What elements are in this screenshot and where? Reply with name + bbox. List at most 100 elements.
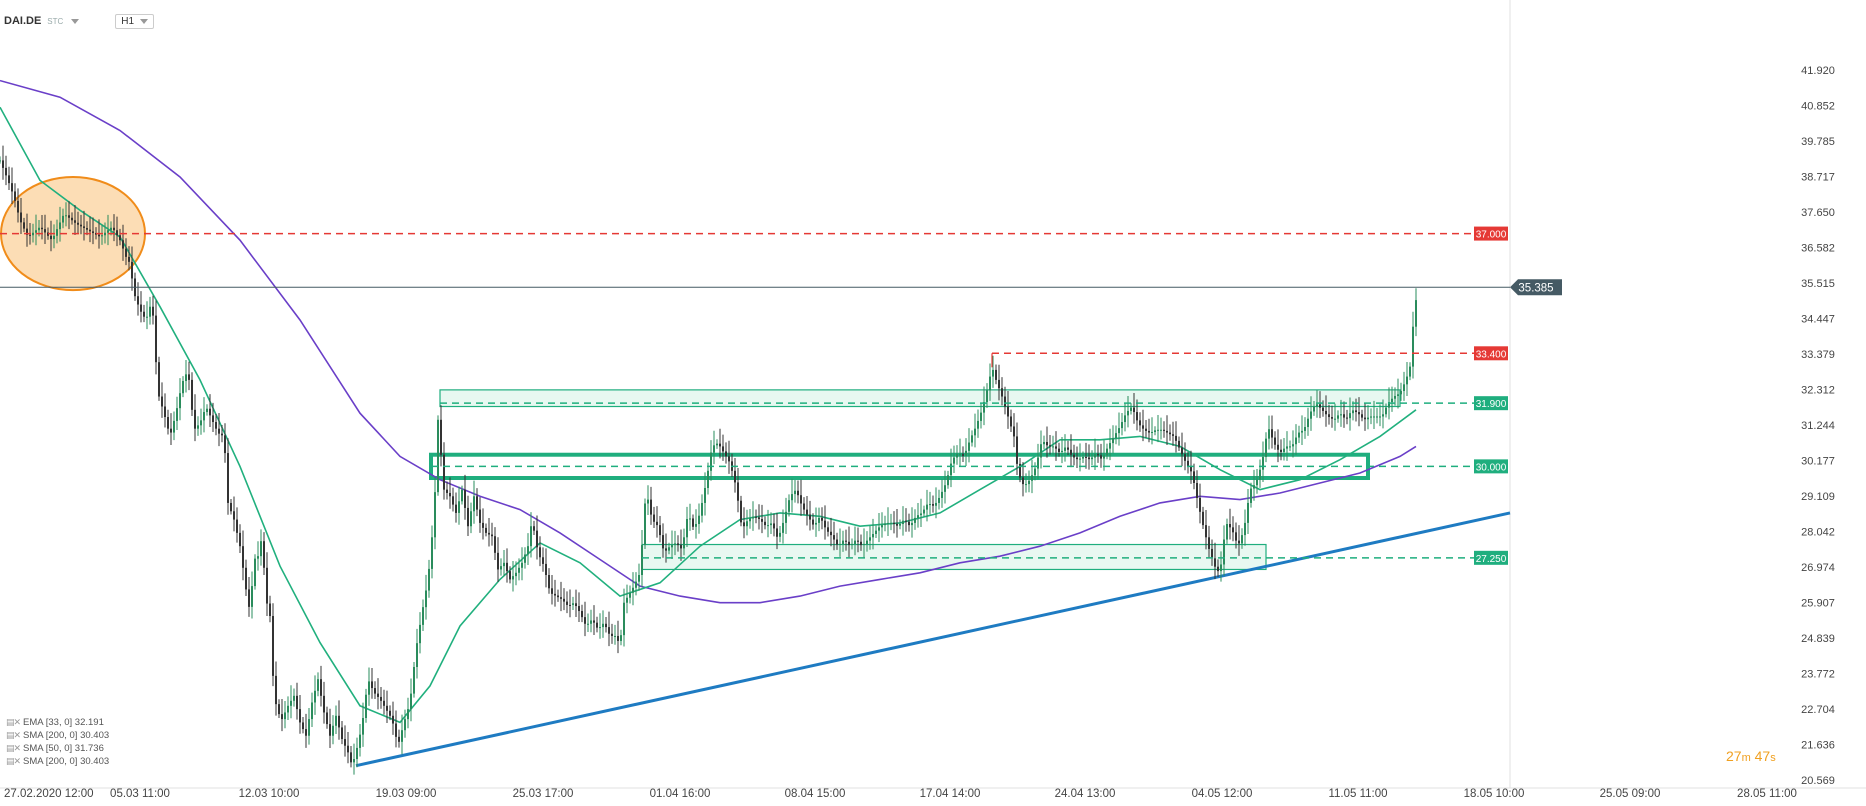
candle-body — [1082, 456, 1084, 459]
legend-item[interactable]: ▤✕ EMA [33, 0] 32.191 — [6, 716, 109, 729]
chevron-down-icon[interactable] — [71, 18, 80, 24]
candle-body — [1106, 448, 1108, 456]
current-price-tag — [1510, 279, 1562, 296]
candle-body — [341, 727, 343, 740]
candle-body — [746, 521, 748, 527]
candle-body — [1055, 446, 1057, 449]
candle-body — [185, 374, 187, 382]
candle-body — [101, 235, 103, 237]
candle-body — [965, 450, 967, 456]
y-tick-label: 28.042 — [1801, 526, 1835, 538]
candle-body — [785, 511, 787, 523]
settings-icon[interactable]: ▤✕ — [6, 743, 21, 753]
candle-body — [1196, 482, 1198, 498]
candle-body — [1286, 446, 1288, 449]
candle-body — [1214, 558, 1216, 567]
settings-icon[interactable]: ▤✕ — [6, 730, 21, 740]
candle-body — [539, 547, 541, 558]
x-tick-label: 25.05 09:00 — [1600, 788, 1661, 800]
candle-body — [722, 446, 724, 452]
candle-body — [1151, 432, 1153, 434]
candle-body — [1112, 438, 1114, 444]
level-tag — [1474, 396, 1508, 411]
candle-body — [560, 597, 562, 599]
candle-body — [14, 191, 16, 201]
candle-body — [992, 369, 994, 377]
candle-body — [872, 533, 874, 538]
x-tick-label: 11.05 11:00 — [1328, 788, 1387, 800]
candle-body — [1331, 417, 1333, 419]
candle-body — [329, 724, 331, 736]
x-tick-label: 05.03 11:00 — [110, 788, 170, 800]
candle-body — [107, 230, 109, 233]
candle-body — [1031, 475, 1033, 481]
legend-item[interactable]: ▤✕ SMA [50, 0] 31.736 — [6, 742, 109, 755]
candle-body — [338, 715, 340, 728]
candle-body — [452, 496, 454, 505]
candle-body — [986, 390, 988, 403]
candle-body — [950, 463, 952, 476]
legend-item[interactable]: ▤✕ SMA [200, 0] 30.403 — [6, 729, 109, 742]
y-tick-label: 32.312 — [1801, 384, 1835, 396]
candle-body — [1103, 455, 1105, 459]
level-label: 31.900 — [1476, 399, 1507, 410]
candle-body — [1034, 468, 1036, 476]
candle-body — [158, 362, 160, 397]
candle-body — [989, 376, 991, 391]
y-tick-label: 21.636 — [1801, 740, 1835, 752]
candle-body — [1397, 394, 1399, 396]
candle-body — [62, 215, 64, 223]
candle-body — [1037, 457, 1039, 469]
candle-body — [86, 228, 88, 230]
candle-body — [809, 514, 811, 520]
candle-body — [791, 494, 793, 501]
candle-body — [1364, 417, 1366, 420]
candle-body — [701, 502, 703, 516]
candle-body — [17, 200, 19, 213]
candle-body — [734, 470, 736, 483]
candle-body — [866, 540, 868, 544]
timer-seconds: 47 — [1754, 748, 1771, 764]
candle-body — [125, 248, 127, 257]
candle-body — [1097, 454, 1099, 456]
settings-icon[interactable]: ▤✕ — [6, 717, 21, 727]
candle-body — [1130, 407, 1132, 411]
candle-body — [437, 419, 439, 493]
candle-body — [677, 543, 679, 546]
symbol-label[interactable]: DAI.DE — [4, 15, 42, 27]
candle-body — [254, 558, 256, 587]
x-tick-label: 24.04 13:00 — [1055, 788, 1116, 800]
candle-body — [176, 408, 178, 421]
candle-body — [149, 306, 151, 317]
candle-body — [1379, 416, 1381, 418]
candle-body — [1061, 450, 1063, 452]
candle-body — [788, 500, 790, 512]
candle-body — [1193, 471, 1195, 483]
candle-body — [446, 489, 448, 493]
level-label: 33.400 — [1476, 349, 1507, 360]
candle-body — [1202, 511, 1204, 526]
candle-body — [755, 516, 757, 518]
candle-body — [803, 503, 805, 510]
legend-item[interactable]: ▤✕ SMA [200, 0] 30.403 — [6, 755, 109, 768]
candle-body — [980, 412, 982, 421]
y-tick-label: 34.447 — [1801, 313, 1835, 325]
candle-body — [845, 540, 847, 542]
candle-body — [146, 316, 148, 318]
x-tick-label: 27.02.2020 12:00 — [4, 788, 94, 800]
candle-body — [848, 541, 850, 546]
candle-body — [323, 695, 325, 713]
zone-rect — [439, 389, 1401, 408]
candle-body — [383, 700, 385, 706]
candle-body — [410, 693, 412, 710]
candle-body — [764, 521, 766, 526]
timeframe-select[interactable]: H1 — [115, 13, 155, 29]
settings-icon[interactable]: ▤✕ — [6, 756, 21, 766]
candle-body — [1157, 429, 1159, 431]
candle-body — [710, 452, 712, 471]
trendline[interactable] — [355, 511, 1511, 768]
candle-body — [1406, 376, 1408, 385]
candle-body — [638, 575, 640, 582]
candle-body — [1232, 527, 1234, 533]
